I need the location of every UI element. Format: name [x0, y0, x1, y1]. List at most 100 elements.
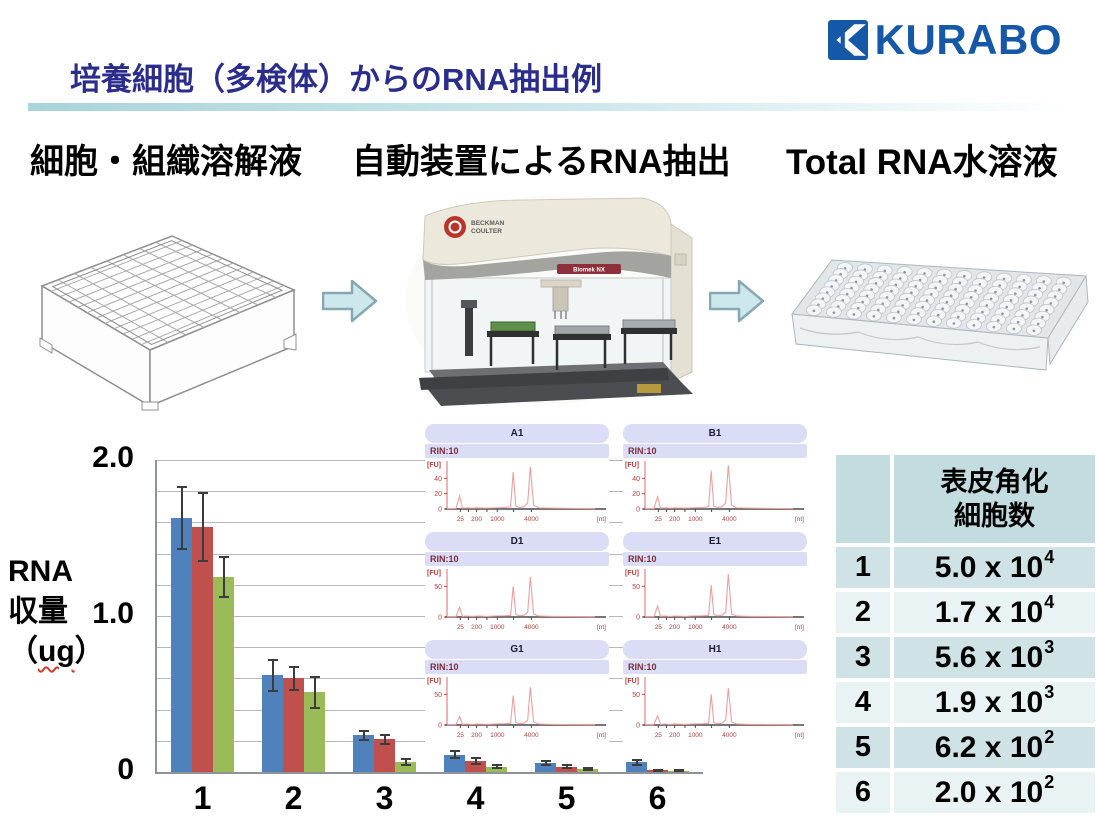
epherogram-panel-H1: H1 RIN:10 [FU] 0 50 25 200 1000 4000 [nt]	[623, 640, 807, 747]
epherogram-plot-B1: [FU] 0 20 40 25 200 1000 4000 [nt]	[625, 461, 804, 523]
error-bar-red-cat3	[383, 734, 386, 744]
svg-text:50: 50	[632, 692, 640, 699]
table-row-5: 5 6.2 x 10 2	[836, 727, 1095, 768]
table-row-6: 6 2.0 x 10 2	[836, 772, 1095, 813]
cell-count-exponent: 2	[1044, 727, 1055, 747]
error-bar-cap	[652, 769, 663, 772]
cell-count-mantissa: 5.0 x 10	[934, 550, 1044, 584]
error-bar-cap	[176, 485, 187, 488]
page-title: 培養細胞（多検体）からのRNA抽出例	[70, 62, 603, 97]
epherogram-plot-H1: [FU] 0 50 25 200 1000 4000 [nt]	[625, 677, 804, 739]
bar-green-cat3	[395, 761, 416, 772]
epherogram-title-D1: D1	[425, 532, 609, 551]
svg-text:[FU]: [FU]	[625, 462, 639, 469]
epherogram-plot-A1: [FU] 0 20 40 25 200 1000 4000 [nt]	[427, 461, 606, 523]
bar-red-cat1	[192, 527, 213, 772]
error-bar-cap	[582, 766, 593, 769]
bioanalyzer-panels: A1 RIN:10 [FU] 0 20 40 25 200 1000 4000 [nt] B1 RIN:…	[425, 424, 807, 748]
svg-text:20: 20	[632, 491, 640, 498]
y-axis-title-line1: RNA	[8, 555, 73, 588]
table-header-index-cell	[836, 455, 890, 543]
bar-red-cat5	[556, 766, 577, 772]
error-bar-cap	[582, 768, 593, 771]
table-header-line1: 表皮角化	[940, 467, 1049, 497]
svg-text:200: 200	[669, 516, 680, 523]
svg-text:25: 25	[457, 624, 465, 631]
epherogram-title-B1: B1	[623, 424, 807, 443]
error-bar-cap	[652, 768, 663, 771]
microplate-wells	[806, 262, 1072, 336]
table-value-1: 5.0 x 10 4	[894, 547, 1095, 588]
error-bar-cap	[218, 596, 229, 599]
epherogram-panel-G1: G1 RIN:10 [FU] 0 50 25 200 1000 4000 [nt]	[425, 640, 609, 747]
bar-blue-cat2	[262, 675, 283, 772]
table-value-4: 1.9 x 10 3	[894, 682, 1095, 723]
table-row-4: 4 1.9 x 10 3	[836, 682, 1095, 723]
cell-count-table: 表皮角化 細胞数 1 5.0 x 10 4 2 1.7 x 10 4 3 5.6 x 10 3 4 1.…	[836, 455, 1095, 817]
error-bar-cap	[309, 675, 320, 678]
y-tick-label: 0	[117, 753, 134, 786]
error-bar-cap	[176, 547, 187, 550]
table-index-5: 5	[836, 727, 890, 768]
bar-red-cat4	[465, 761, 486, 772]
svg-text:4000: 4000	[524, 516, 539, 523]
error-bar-cap	[561, 764, 572, 767]
workflow-arrow-1	[322, 280, 378, 323]
epherogram-plot-D1: [FU] 0 50 25 200 1000 4000 [nt]	[427, 569, 606, 631]
rin-label-E1: RIN:10	[623, 552, 807, 566]
rna-trace-A1	[447, 466, 596, 510]
table-header-text: 表皮角化 細胞数	[941, 465, 1049, 533]
error-bar-cap	[197, 560, 208, 563]
epherogram-title-A1: A1	[425, 424, 609, 443]
error-bar-cap	[379, 733, 390, 736]
table-value-2: 1.7 x 10 4	[894, 592, 1095, 633]
svg-text:25: 25	[655, 732, 663, 739]
microplate-image	[791, 259, 1089, 371]
bar-green-cat2	[304, 692, 325, 772]
bar-green-cat1	[213, 577, 234, 772]
svg-text:1000: 1000	[490, 624, 505, 631]
x-category-label-4: 4	[466, 780, 485, 816]
svg-text:1000: 1000	[490, 732, 505, 739]
epherogram-title-E1: E1	[623, 532, 807, 551]
table-header-value-cell: 表皮角化 細胞数	[894, 455, 1095, 543]
svg-text:200: 200	[669, 624, 680, 631]
epherogram-panel-D1: D1 RIN:10 [FU] 0 50 25 200 1000 4000 [nt]	[425, 532, 609, 639]
error-bar-cap	[631, 763, 642, 766]
machine-side-panel	[670, 223, 693, 383]
error-bar-blue-cat6	[635, 759, 638, 765]
error-bar-cap	[288, 688, 299, 691]
error-bar-cap	[267, 658, 278, 661]
svg-text:4000: 4000	[722, 624, 737, 631]
epherogram-title-H1: H1	[623, 640, 807, 659]
machine-hood	[422, 197, 672, 265]
svg-text:40: 40	[434, 476, 442, 483]
rin-label-D1: RIN:10	[425, 552, 609, 566]
machine-brand-logo	[444, 216, 466, 238]
error-bar-green-cat3	[404, 758, 407, 765]
table-row-1: 1 5.0 x 10 4	[836, 547, 1095, 588]
table-row-2: 2 1.7 x 10 4	[836, 592, 1095, 633]
workflow-arrow-2	[709, 280, 765, 323]
x-category-label-1: 1	[193, 780, 212, 816]
svg-text:0: 0	[438, 507, 442, 514]
table-header-row: 表皮角化 細胞数	[836, 455, 1095, 543]
svg-text:0: 0	[438, 615, 442, 622]
y-axis-title: RNA 収量 （ug）	[8, 552, 105, 672]
epherogram-panel-A1: A1 RIN:10 [FU] 0 20 40 25 200 1000 4000 [nt]	[425, 424, 609, 531]
error-bar-cap	[197, 491, 208, 494]
svg-text:50: 50	[434, 584, 442, 591]
table-value-6: 2.0 x 10 2	[894, 772, 1095, 813]
bar-blue-cat4	[444, 754, 465, 772]
error-bar-cap	[218, 555, 229, 558]
cell-count-mantissa: 2.0 x 10	[934, 775, 1044, 809]
machine-model-label: Biomek NX	[573, 268, 605, 274]
svg-text:4000: 4000	[524, 624, 539, 631]
x-category-label-3: 3	[375, 780, 394, 816]
error-bar-cap	[561, 766, 572, 769]
svg-text:25: 25	[457, 516, 465, 523]
svg-text:[nt]: [nt]	[597, 732, 606, 739]
svg-text:50: 50	[632, 584, 640, 591]
svg-text:20: 20	[434, 491, 442, 498]
error-bar-red-cat1	[201, 492, 204, 562]
